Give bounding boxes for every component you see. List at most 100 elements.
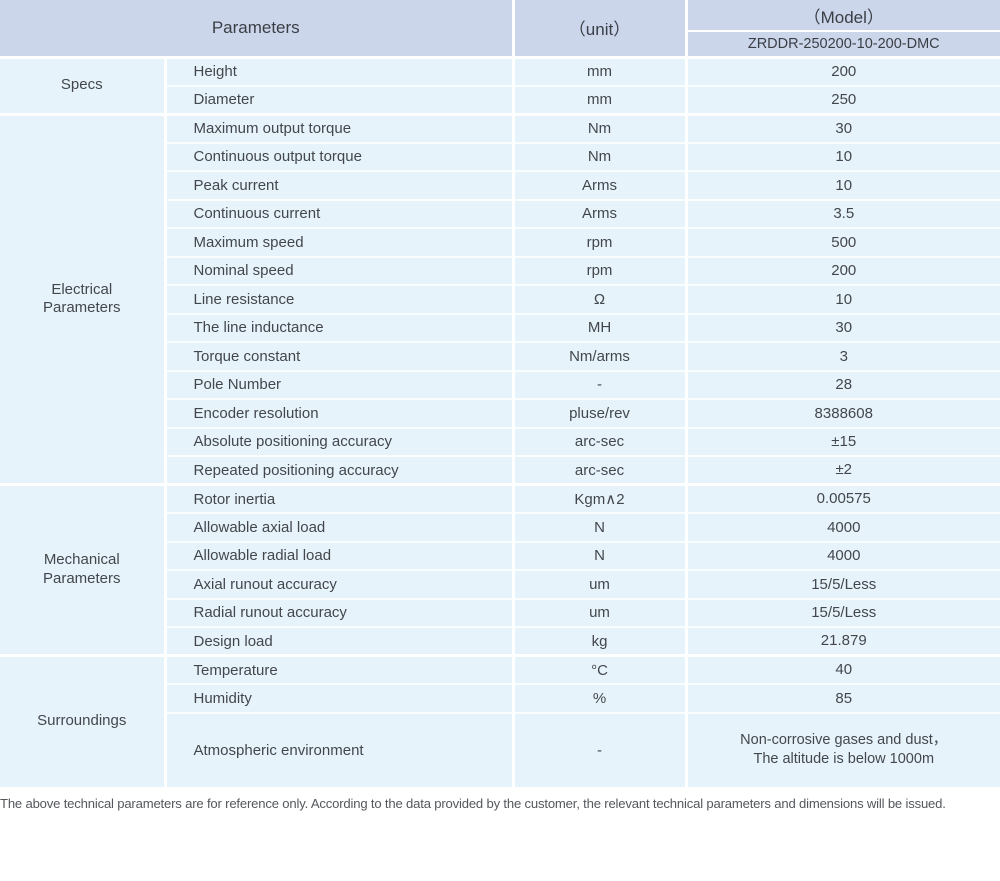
table-row: Repeated positioning accuracy arc-sec ±2: [0, 455, 1000, 485]
unit-cell: MH: [511, 312, 686, 342]
table-row: Radial runout accuracy um 15/5/Less: [0, 597, 1000, 627]
value-cell: 30: [684, 112, 1000, 143]
unit-cell: um: [511, 597, 686, 627]
param-name-cell: Nominal speed: [163, 255, 513, 285]
unit-cell: pluse/rev: [511, 398, 686, 428]
param-name-cell: Maximum output torque: [163, 112, 513, 143]
unit-cell: Arms: [511, 198, 686, 228]
table-row: Maximum speed rpm 500: [0, 227, 1000, 257]
value-cell: 3.5: [684, 198, 1000, 228]
param-name-cell: Continuous current: [163, 198, 513, 228]
value-cell: Non-corrosive gases and dust， The altitu…: [684, 711, 1000, 787]
category-cell: Mechanical Parameters: [0, 483, 165, 656]
table-section: Surroundings Temperature °C 40 Humidity% 85 At…: [0, 654, 1000, 787]
value-cell: 21.879: [684, 626, 1000, 656]
unit-cell: Ω: [511, 284, 686, 314]
value-cell: 10: [684, 141, 1000, 171]
category-cell: Specs: [0, 55, 165, 114]
value-cell: 4000: [684, 512, 1000, 542]
value-cell: 30: [684, 312, 1000, 342]
param-name-cell: Rotor inertia: [163, 483, 513, 513]
param-name-cell: Line resistance: [163, 284, 513, 314]
unit-cell: mm: [511, 84, 686, 114]
table-section: Mechanical Parameters Rotor inertia Kgm∧2 0…: [0, 483, 1000, 656]
param-name-cell: Radial runout accuracy: [163, 597, 513, 627]
param-name-cell: Peak current: [163, 170, 513, 200]
table-row: Continuous output torque Nm 10: [0, 141, 1000, 171]
unit-cell: °C: [511, 654, 686, 684]
value-cell: 28: [684, 369, 1000, 399]
category-label: Specs: [60, 76, 103, 94]
value-cell: 10: [684, 284, 1000, 314]
unit-cell: rpm: [511, 255, 686, 285]
table-row: Torque constant Nm/arms 3: [0, 341, 1000, 371]
table-row: Peak current Arms 10: [0, 170, 1000, 200]
header-model: （Model）: [684, 0, 1000, 31]
unit-cell: Nm: [511, 141, 686, 171]
param-name-cell: Allowable radial load: [163, 540, 513, 570]
param-name-cell: Repeated positioning accuracy: [163, 455, 513, 485]
table-row: Encoder resolution pluse/rev 8388608: [0, 398, 1000, 428]
category-label: Surroundings: [37, 712, 127, 730]
table-row: Atmospheric environment - Non-corrosive ga…: [0, 711, 1000, 787]
table-section: Electrical Parameters Maximum output torq…: [0, 112, 1000, 485]
param-name-cell: Encoder resolution: [163, 398, 513, 428]
category-cell: Surroundings: [0, 654, 165, 787]
value-cell: 10: [684, 170, 1000, 200]
table-row: Axial runout accuracy um 15/5/Less: [0, 569, 1000, 599]
table-row: Diameter mm 250: [0, 84, 1000, 114]
table-row: Surroundings Temperature °C 40: [0, 654, 1000, 787]
table-row: Design load kg 21.879: [0, 626, 1000, 656]
unit-cell: Kgm∧2: [511, 483, 686, 513]
table-header: Parameters （unit） （Model） ZRDDR-250200-1…: [0, 0, 1000, 57]
category-cell: Electrical Parameters: [0, 112, 165, 485]
unit-cell: um: [511, 569, 686, 599]
param-name-cell: Temperature: [163, 654, 513, 684]
parameters-table: Parameters （unit） （Model） ZRDDR-250200-1…: [0, 0, 1000, 787]
header-model-value: ZRDDR-250200-10-200-DMC: [684, 30, 1000, 57]
value-cell: 0.00575: [684, 483, 1000, 513]
unit-cell: -: [511, 711, 686, 787]
unit-cell: arc-sec: [511, 455, 686, 485]
table-row: Allowable radial load N 4000: [0, 540, 1000, 570]
table-row: Humidity% 85: [0, 683, 1000, 713]
param-name-cell: The line inductance: [163, 312, 513, 342]
unit-cell: N: [511, 540, 686, 570]
param-name-cell: Height: [163, 55, 513, 86]
param-name-cell: Pole Number: [163, 369, 513, 399]
header-parameters: Parameters: [0, 0, 513, 57]
unit-cell: Arms: [511, 170, 686, 200]
param-name-cell: Design load: [163, 626, 513, 656]
unit-cell: -: [511, 369, 686, 399]
unit-cell: %: [511, 683, 686, 713]
unit-cell: kg: [511, 626, 686, 656]
value-cell: 15/5/Less: [684, 569, 1000, 599]
table-row: The line inductance MH 30: [0, 312, 1000, 342]
param-name-cell: Maximum speed: [163, 227, 513, 257]
value-cell: ±15: [684, 426, 1000, 456]
category-label: Mechanical Parameters: [42, 551, 121, 587]
table-row: Continuous current Arms 3.5: [0, 198, 1000, 228]
table-row: Specs Height mm 200: [0, 55, 1000, 114]
table-row: Absolute positioning accuracy arc-sec ±15: [0, 426, 1000, 456]
unit-cell: mm: [511, 55, 686, 86]
value-cell: ±2: [684, 455, 1000, 485]
value-cell: 250: [684, 84, 1000, 114]
value-cell: 15/5/Less: [684, 597, 1000, 627]
table-row: Nominal speed rpm 200: [0, 255, 1000, 285]
param-name-cell: Continuous output torque: [163, 141, 513, 171]
footer-note: The above technical parameters are for r…: [0, 795, 946, 811]
param-name-cell: Torque constant: [163, 341, 513, 371]
unit-cell: arc-sec: [511, 426, 686, 456]
value-cell: 85: [684, 683, 1000, 713]
unit-cell: Nm/arms: [511, 341, 686, 371]
table-section: Specs Height mm 200 Diameter mm 250: [0, 55, 1000, 114]
param-name-cell: Humidity: [163, 683, 513, 713]
param-name-cell: Axial runout accuracy: [163, 569, 513, 599]
unit-cell: N: [511, 512, 686, 542]
unit-cell: Nm: [511, 112, 686, 143]
param-name-cell: Atmospheric environment: [163, 711, 513, 787]
table-row: Mechanical Parameters Rotor inertia Kgm∧2 0…: [0, 483, 1000, 656]
value-cell: 8388608: [684, 398, 1000, 428]
